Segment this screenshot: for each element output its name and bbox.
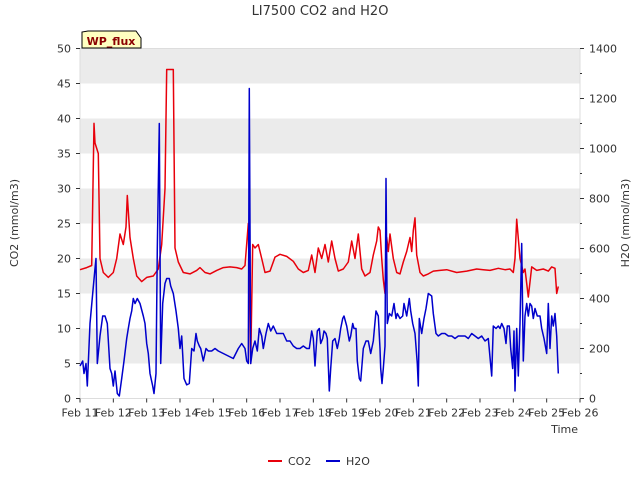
- grid-band: [80, 118, 580, 154]
- x-tick-label: Feb 22: [428, 407, 465, 420]
- x-tick-label: Feb 21: [395, 407, 432, 420]
- badge-label: WP_flux: [87, 35, 136, 48]
- x-tick-label: Feb 25: [528, 407, 565, 420]
- x-tick-label: Feb 11: [62, 407, 99, 420]
- x-tick-label: Feb 16: [228, 407, 265, 420]
- x-tick-label: Feb 15: [195, 407, 232, 420]
- grid-band: [80, 188, 580, 224]
- grid-band: [80, 328, 580, 364]
- y-left-tick-label: 50: [57, 43, 71, 56]
- y-right-tick-label: 1400: [589, 43, 617, 56]
- x-tick-label: Feb 12: [95, 407, 132, 420]
- y-right-tick-label: 600: [589, 243, 610, 256]
- x-tick-label: Feb 14: [162, 407, 199, 420]
- y-left-tick-label: 10: [57, 323, 71, 336]
- badge-box: [81, 30, 142, 49]
- y-right-tick-label: 1000: [589, 143, 617, 156]
- y-axis-right-label: H2O (mmol/m3): [619, 179, 632, 268]
- x-tick-label: Feb 23: [462, 407, 499, 420]
- axes: 0 5 10 15 20 25 30 35 40 45 50 0 200 400 600 800 1000 120…: [57, 43, 617, 420]
- y-right-tick-label: 400: [589, 293, 610, 306]
- x-axis-label: Time: [550, 423, 578, 436]
- y-left-tick-label: 25: [57, 218, 71, 231]
- x-tick-label: Feb 13: [128, 407, 165, 420]
- series-line-h2o: [79, 87, 560, 397]
- x-tick-label: Feb 20: [362, 407, 399, 420]
- grid-band: [80, 258, 580, 294]
- legend-label-co2: CO2: [288, 455, 311, 468]
- y-right-tick-label: 200: [589, 343, 610, 356]
- y-left-tick-label: 5: [64, 358, 71, 371]
- y-left-tick-label: 35: [57, 148, 71, 161]
- x-tick-label: Feb 19: [328, 407, 365, 420]
- y-left-tick-label: 40: [57, 113, 71, 126]
- series-layer: [79, 68, 560, 397]
- y-left-tick-label: 45: [57, 78, 71, 91]
- y-right-tick-label: 0: [589, 393, 596, 406]
- y-left-tick-label: 20: [57, 253, 71, 266]
- series-line-co2: [79, 68, 560, 365]
- badge: WP_flux: [81, 30, 142, 49]
- x-tick-label: Feb 24: [495, 407, 532, 420]
- y-left-tick-label: 30: [57, 183, 71, 196]
- legend-label-h2o: H2O: [346, 455, 370, 468]
- y-left-tick-label: 15: [57, 288, 71, 301]
- grid-bands: [80, 48, 580, 364]
- x-tick-label: Feb 17: [262, 407, 299, 420]
- legend: CO2 H2O: [268, 455, 370, 468]
- chart-title: LI7500 CO2 and H2O: [252, 4, 389, 19]
- grid-band: [80, 48, 580, 84]
- x-tick-label: Feb 26: [562, 407, 599, 420]
- y-left-tick-label: 0: [64, 393, 71, 406]
- y-right-tick-label: 800: [589, 193, 610, 206]
- x-tick-label: Feb 18: [295, 407, 332, 420]
- y-axis-left-label: CO2 (mmol/m3): [8, 179, 21, 267]
- y-right-tick-label: 1200: [589, 93, 617, 106]
